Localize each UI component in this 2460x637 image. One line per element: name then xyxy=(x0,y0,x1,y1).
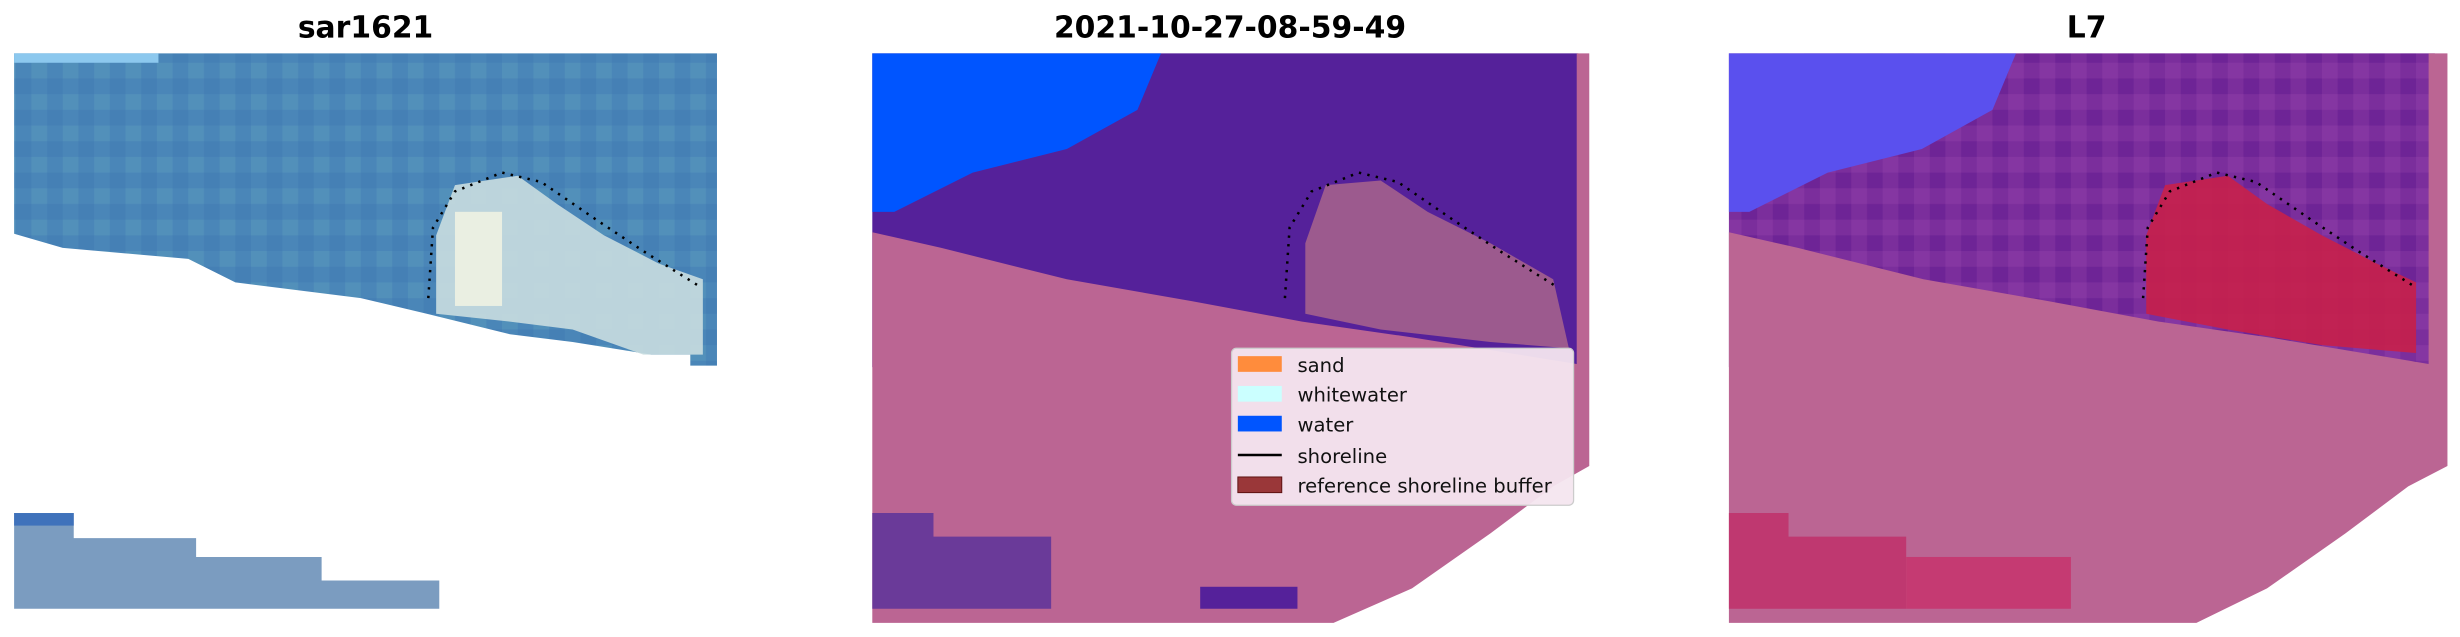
panel-title: L7 xyxy=(2067,11,2107,46)
l7-red-patch-bottom2 xyxy=(1906,556,2071,609)
legend-item-whitewater: whitewater xyxy=(1237,384,1408,407)
l7-red-patch-bottom xyxy=(1728,513,1907,609)
water-patch-bottom xyxy=(1200,586,1298,609)
panel-l7: L7 xyxy=(1728,11,2448,623)
buffer-swatch xyxy=(1237,476,1283,494)
panel-classified: 2021-10-27-08-59-49 sand whitewater wate… xyxy=(872,11,1590,623)
legend-box xyxy=(1230,347,1575,506)
legend-label: water xyxy=(1297,413,1354,436)
legend-label: sand xyxy=(1297,354,1344,377)
shoreline xyxy=(2141,171,2414,299)
sand-swatch xyxy=(1237,356,1282,372)
legend-label: shoreline xyxy=(1297,445,1387,468)
legend-item-shoreline: shoreline xyxy=(1237,445,1387,468)
panel-title: sar1621 xyxy=(298,11,433,46)
legend-item-sand: sand xyxy=(1237,354,1345,377)
image-light-strip xyxy=(14,53,159,63)
shoreline xyxy=(427,171,699,299)
l7-red-patch xyxy=(2146,175,2417,354)
water-swatch xyxy=(1237,415,1282,432)
water-patch-bottom-left xyxy=(872,513,1052,609)
legend-item-reference-buffer: reference shoreline buffer xyxy=(1237,475,1553,498)
whitewater-swatch xyxy=(1237,385,1282,402)
water-blue-area xyxy=(872,53,1161,212)
l7-blue-area xyxy=(1728,53,2017,212)
legend-item-water: water xyxy=(1237,413,1354,436)
sand-dark-patch xyxy=(1305,180,1569,349)
legend-label: reference shoreline buffer xyxy=(1297,475,1552,498)
panel-title: 2021-10-27-08-59-49 xyxy=(1054,11,1406,46)
image-rgb-bottom xyxy=(14,513,440,609)
legend: sand whitewater water shoreline referenc… xyxy=(1230,347,1575,506)
shoreline xyxy=(1283,171,1556,299)
image-bright-patch xyxy=(436,175,703,355)
panel-sar1621: sar1621 xyxy=(14,11,717,609)
l7-sand-overlay xyxy=(1728,53,2448,623)
image-bright-core xyxy=(454,211,503,306)
legend-label: whitewater xyxy=(1297,384,1407,407)
image-blue-strip xyxy=(14,513,74,526)
